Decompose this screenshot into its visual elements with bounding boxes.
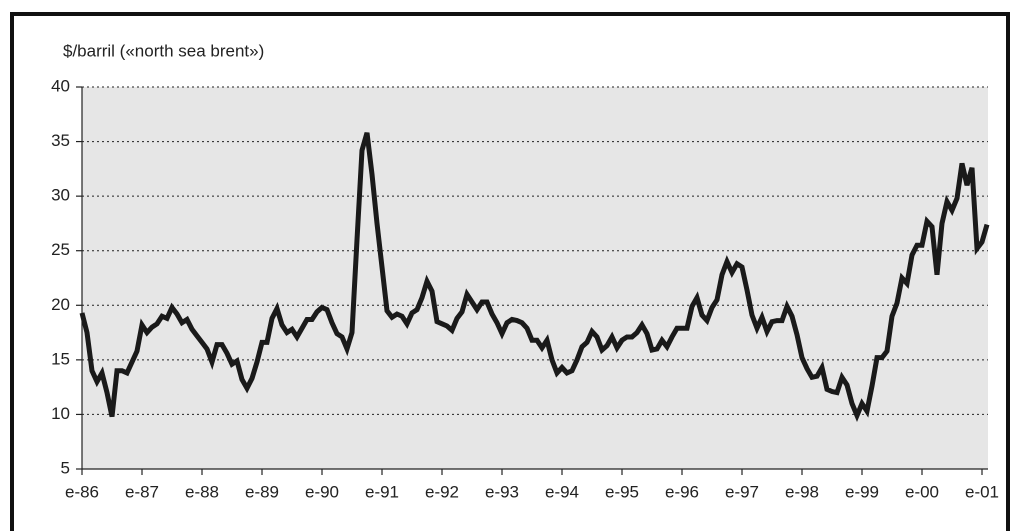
x-tick-label: e-01: [965, 482, 999, 501]
x-tick-label: e-99: [845, 482, 879, 501]
y-tick-label: 30: [51, 186, 70, 205]
x-tick-label: e-88: [185, 482, 219, 501]
x-tick-label: e-86: [65, 482, 99, 501]
y-tick-label: 5: [61, 458, 70, 477]
x-tick-label: e-95: [605, 482, 639, 501]
x-tick-label: e-90: [305, 482, 339, 501]
price-line: [79, 132, 990, 423]
x-tick-label: e-91: [365, 482, 399, 501]
x-tick-label: e-00: [905, 482, 939, 501]
x-tick-label: e-98: [785, 482, 819, 501]
y-tick-label: 35: [51, 131, 70, 150]
x-tick-label: e-93: [485, 482, 519, 501]
y-axis-label: $/barril («north sea brent»): [63, 41, 264, 60]
x-tick-label: e-92: [425, 482, 459, 501]
x-tick-label: e-87: [125, 482, 159, 501]
x-tick-label: e-96: [665, 482, 699, 501]
x-tick-label: e-94: [545, 482, 579, 501]
plot-area: [82, 87, 988, 469]
y-tick-label: 10: [51, 404, 70, 423]
y-tick-label: 15: [51, 349, 70, 368]
y-tick-label: 20: [51, 295, 70, 314]
x-tick-label: e-97: [725, 482, 759, 501]
y-tick-label: 40: [51, 76, 70, 95]
x-tick-label: e-89: [245, 482, 279, 501]
y-tick-label: 25: [51, 240, 70, 259]
frame: [10, 12, 1010, 531]
